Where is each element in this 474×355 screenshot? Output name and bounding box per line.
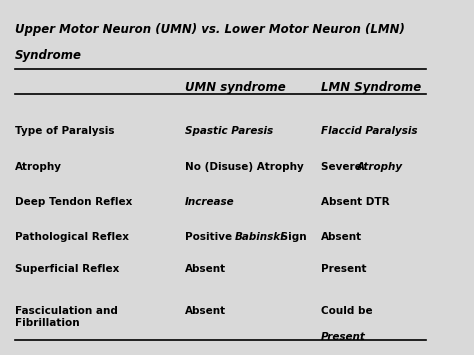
Text: Increase: Increase — [185, 197, 235, 207]
Text: Positive: Positive — [185, 232, 236, 242]
Text: Babinski: Babinski — [235, 232, 285, 242]
Text: Absent: Absent — [321, 232, 362, 242]
Text: Atrophy: Atrophy — [15, 162, 62, 172]
Text: No (Disuse) Atrophy: No (Disuse) Atrophy — [185, 162, 304, 172]
Text: Pathological Reflex: Pathological Reflex — [15, 232, 128, 242]
Text: Spastic Paresis: Spastic Paresis — [185, 126, 273, 136]
Text: Severe: Severe — [321, 162, 365, 172]
Text: Upper Motor Neuron (UMN) vs. Lower Motor Neuron (LMN): Upper Motor Neuron (UMN) vs. Lower Motor… — [15, 22, 404, 36]
Text: Deep Tendon Reflex: Deep Tendon Reflex — [15, 197, 132, 207]
Text: Flaccid Paralysis: Flaccid Paralysis — [321, 126, 418, 136]
Text: Syndrome: Syndrome — [15, 49, 82, 62]
Text: Present: Present — [321, 264, 366, 274]
Text: UMN syndrome: UMN syndrome — [185, 81, 286, 94]
Text: Absent: Absent — [185, 306, 227, 316]
Text: Atrophy: Atrophy — [357, 162, 403, 172]
Text: Absent: Absent — [185, 264, 227, 274]
Text: LMN Syndrome: LMN Syndrome — [321, 81, 421, 94]
Text: Absent DTR: Absent DTR — [321, 197, 390, 207]
Text: Sign: Sign — [277, 232, 307, 242]
Text: Present: Present — [321, 333, 366, 343]
Text: Type of Paralysis: Type of Paralysis — [15, 126, 114, 136]
Text: Superficial Reflex: Superficial Reflex — [15, 264, 119, 274]
Text: Fasciculation and
Fibrillation: Fasciculation and Fibrillation — [15, 306, 118, 328]
Text: Could be: Could be — [321, 306, 373, 316]
